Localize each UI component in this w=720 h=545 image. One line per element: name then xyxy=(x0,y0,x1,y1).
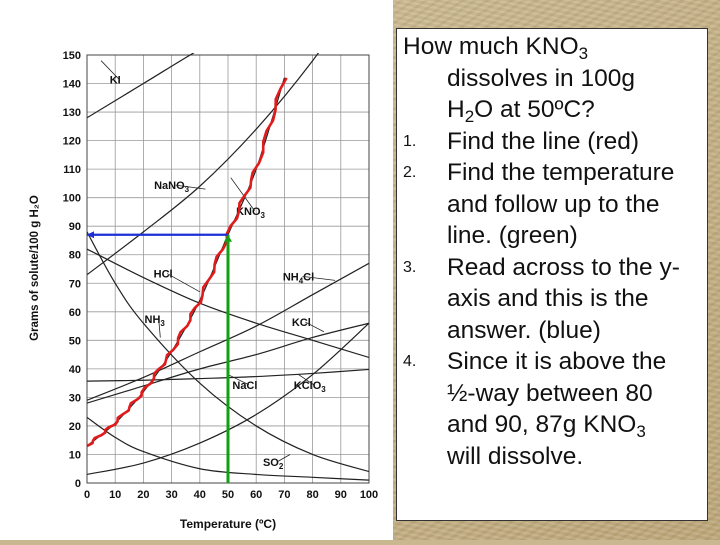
y-tick-label: 10 xyxy=(69,449,81,461)
curve-nh3 xyxy=(87,231,369,473)
steps-list: 1. Find the line (red) 2. Find the tempera… xyxy=(403,126,707,473)
y-tick-label: 30 xyxy=(69,392,81,404)
label-kno3: KNO3 xyxy=(236,206,265,220)
y-tick-label: 110 xyxy=(63,164,81,176)
x-tick-label: 10 xyxy=(109,489,121,501)
blue-arrowhead xyxy=(87,231,94,239)
leader-kcl xyxy=(305,321,325,333)
grid xyxy=(86,54,370,484)
highlight-kno3-red xyxy=(86,77,288,448)
tick-labels: 0 10 20 30 40 50 60 70 80 90 100 0 10 20 30 40 50 60 70 80 9… xyxy=(63,50,379,501)
label-ki: KI xyxy=(110,75,121,87)
question-line-3: H2O at 50ºC? xyxy=(447,96,595,126)
label-nh3: NH3 xyxy=(145,314,166,328)
y-tick-label: 70 xyxy=(69,278,81,290)
leader-kno3 xyxy=(230,177,255,212)
y-tick-label: 0 xyxy=(75,478,81,490)
green-arrowhead xyxy=(224,234,232,242)
annotations xyxy=(86,77,288,483)
question: How much KNO3 dissolves in 100g H2O at 5… xyxy=(403,31,707,126)
explanation-panel: How much KNO3 dissolves in 100g H2O at 5… xyxy=(396,28,708,521)
x-tick-label: 100 xyxy=(360,489,378,501)
curve-nh4cl xyxy=(87,262,369,401)
y-tick-label: 80 xyxy=(69,250,81,262)
leader-kclo3 xyxy=(298,374,315,386)
x-tick-label: 0 xyxy=(84,489,90,501)
y-tick-label: 150 xyxy=(63,50,81,62)
label-nano3: NaNO3 xyxy=(154,180,190,194)
y-tick-label: 40 xyxy=(69,364,81,376)
label-hcl: HCl xyxy=(154,269,173,281)
leader-nh3 xyxy=(158,319,161,338)
x-tick-label: 40 xyxy=(194,489,206,501)
x-tick-label: 50 xyxy=(222,489,234,501)
y-tick-label: 50 xyxy=(69,335,81,347)
y-tick-label: 130 xyxy=(63,107,81,119)
question-line-2: dissolves in 100g xyxy=(447,64,635,92)
y-tick-label: 140 xyxy=(63,79,81,91)
y-tick-label: 20 xyxy=(69,421,81,433)
step-3: 3. Read across to the y-axis and this is … xyxy=(403,253,680,344)
y-tick-label: 90 xyxy=(69,221,81,233)
step-2: 2. Find the temperature and follow up to t… xyxy=(403,159,675,249)
solubility-chart: 0 10 20 30 40 50 60 70 80 90 100 0 10 20 30 40 50 60 70 80 9… xyxy=(29,50,379,531)
x-tick-label: 90 xyxy=(335,489,347,501)
leader-hcl xyxy=(166,273,200,293)
label-so2: SO2 xyxy=(263,457,284,471)
y-tick-label: 120 xyxy=(63,136,81,148)
label-kcl: KCl xyxy=(292,317,311,329)
step-1: 1. Find the line (red) xyxy=(403,127,640,155)
y-tick-label: 60 xyxy=(69,307,81,319)
x-tick-label: 60 xyxy=(250,489,262,501)
leader-ki xyxy=(100,60,120,80)
x-tick-label: 30 xyxy=(165,489,177,501)
x-axis-label: Temperature (ºC) xyxy=(180,517,276,531)
label-kclo3: KClO3 xyxy=(294,380,327,394)
y-tick-label: 100 xyxy=(63,193,81,205)
curve-so2 xyxy=(87,416,369,481)
leader-so2 xyxy=(276,454,291,463)
x-tick-label: 20 xyxy=(137,489,149,501)
label-nacl: NaCl xyxy=(232,380,257,392)
curve-labels: KI NaNO3 KNO3 HCl NH4Cl KCl NH3 NaCl KClO3 SO2 xyxy=(100,60,336,471)
question-line-1: How much KNO3 xyxy=(403,33,589,63)
x-tick-label: 80 xyxy=(306,489,318,501)
leader-nh4cl xyxy=(302,276,336,281)
step-4: 4. Since it is above the ½-way between 80 a… xyxy=(403,348,667,470)
x-tick-label: 70 xyxy=(278,489,290,501)
curve-ki xyxy=(87,53,195,119)
leader-nacl xyxy=(227,374,250,386)
curve-kclo3 xyxy=(87,322,369,476)
y-axis-label: Grams of solute/100 g H₂O xyxy=(29,195,41,341)
chart-panel: 0 10 20 30 40 50 60 70 80 90 100 0 10 20 30 40 50 60 70 80 9… xyxy=(0,0,393,540)
leader-nano3 xyxy=(175,184,206,190)
label-nh4cl: NH4Cl xyxy=(283,271,314,285)
